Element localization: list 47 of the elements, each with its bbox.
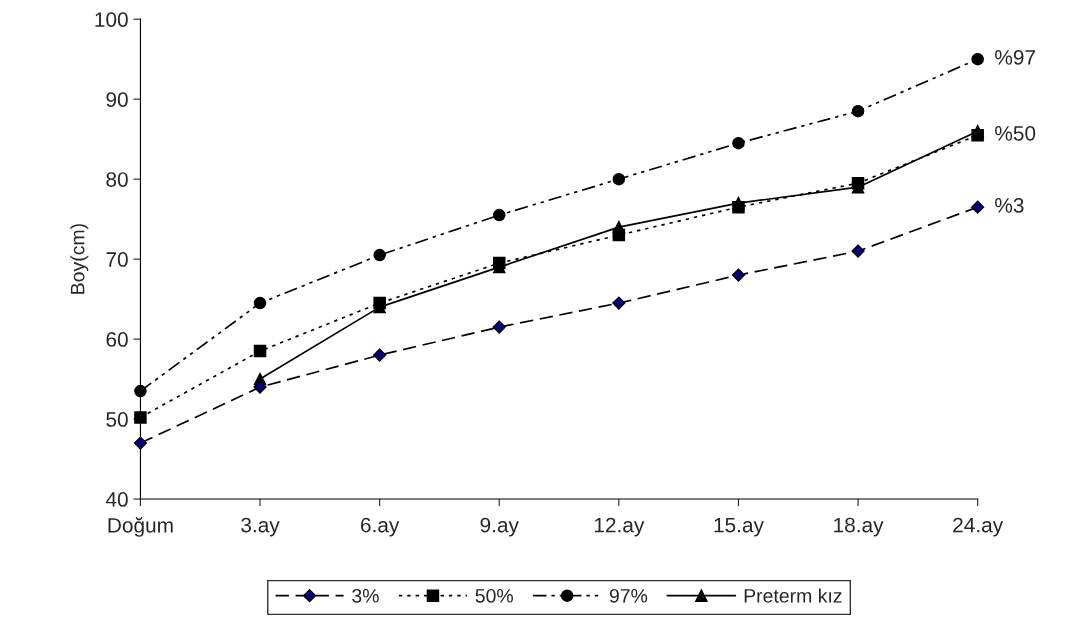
x-tick-label: 3.ay xyxy=(241,517,280,537)
annotation: %97 xyxy=(995,50,1035,65)
y-axis-title: Boy(cm) xyxy=(70,224,89,294)
point xyxy=(133,436,148,450)
point xyxy=(612,172,626,186)
x-tick-label: 12.ay xyxy=(594,517,645,537)
point xyxy=(851,244,865,258)
point xyxy=(971,128,984,142)
point xyxy=(971,200,985,214)
point xyxy=(373,348,387,362)
point xyxy=(134,411,147,424)
point xyxy=(732,200,745,214)
point xyxy=(612,296,626,310)
point xyxy=(731,268,746,282)
legend-label: Preterm kız xyxy=(744,588,842,603)
y-tick-label: 50 xyxy=(106,412,128,427)
x-tick-label: 9.ay xyxy=(480,517,519,537)
point xyxy=(253,344,267,358)
y-tick-label: 70 xyxy=(106,252,128,267)
x-tick-label: 6.ay xyxy=(361,517,400,537)
y-tick-label: 100 xyxy=(95,12,128,27)
legend-label: 3% xyxy=(352,588,379,603)
point xyxy=(134,384,147,398)
x-tick-label: 18.ay xyxy=(834,517,884,537)
legend-label: 50% xyxy=(475,588,513,603)
point xyxy=(492,320,506,334)
y-tick-label: 90 xyxy=(106,92,128,107)
point xyxy=(373,248,386,262)
point xyxy=(253,296,267,310)
annotation: %3 xyxy=(995,197,1024,213)
point xyxy=(851,104,865,118)
point xyxy=(492,256,506,270)
y-tick-label: 40 xyxy=(105,492,128,507)
point xyxy=(732,136,745,150)
point xyxy=(492,208,506,222)
point xyxy=(851,176,865,190)
point xyxy=(971,52,984,66)
y-tick-label: 60 xyxy=(106,332,128,347)
x-tick-label: 24.ay xyxy=(953,517,1004,537)
annotation: %50 xyxy=(995,125,1036,141)
legend-label: 97% xyxy=(609,588,648,603)
point xyxy=(612,228,626,242)
y-tick-label: 80 xyxy=(106,172,128,187)
point xyxy=(373,296,386,310)
x-tick-label: 15.ay xyxy=(714,517,764,537)
point xyxy=(253,380,267,394)
x-tick-label: Doğum xyxy=(108,517,173,537)
